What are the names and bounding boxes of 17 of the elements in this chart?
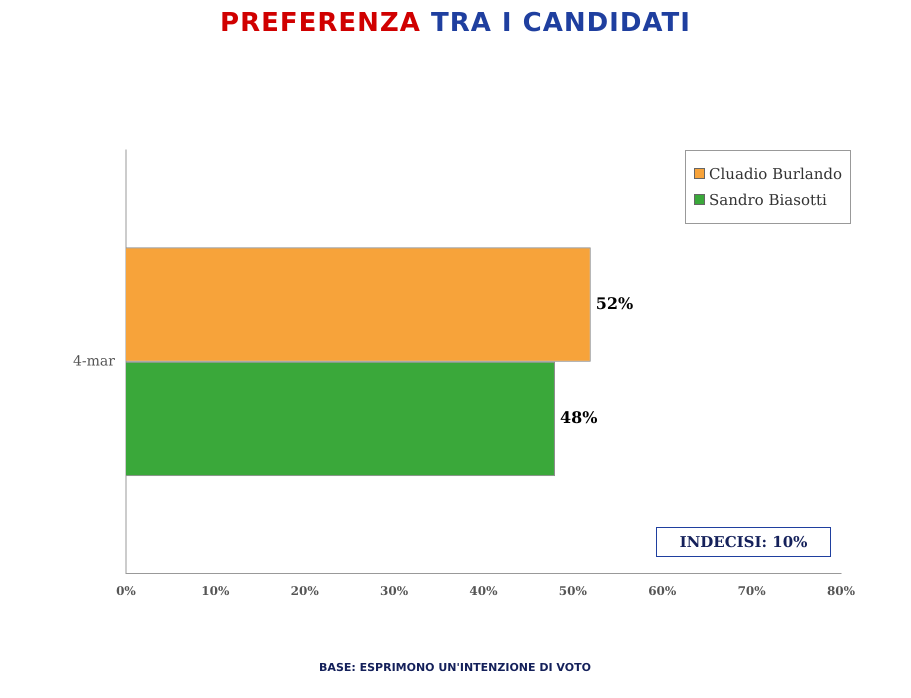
x-tick-label: 30% xyxy=(380,584,409,598)
annotation: INDECISI: 10% xyxy=(656,527,831,557)
text: BASE: ESPRIMONO UN'INTENZIONE DI VOTO xyxy=(318,660,592,675)
data-label: 48% xyxy=(560,408,598,428)
chart-title: PREFERENZA TRA I CANDIDATI xyxy=(220,8,691,38)
legend-label: Cluadio Burlando xyxy=(708,165,842,183)
data-label: 52% xyxy=(596,294,634,313)
x-tick-label: 10% xyxy=(201,584,230,598)
y-tick-label: 4-mar xyxy=(73,353,116,370)
x-tick-label: 50% xyxy=(558,584,588,598)
x-tick-label: 80% xyxy=(826,584,856,598)
x-tick-label: 0% xyxy=(116,584,136,598)
x-tick-label: 70% xyxy=(738,584,766,598)
x-tick-label: 40% xyxy=(469,584,498,598)
legend-label: Sandro Biasotti xyxy=(708,191,828,209)
x-tick-label: 60% xyxy=(648,584,677,598)
x-tick-label: 20% xyxy=(290,584,320,598)
